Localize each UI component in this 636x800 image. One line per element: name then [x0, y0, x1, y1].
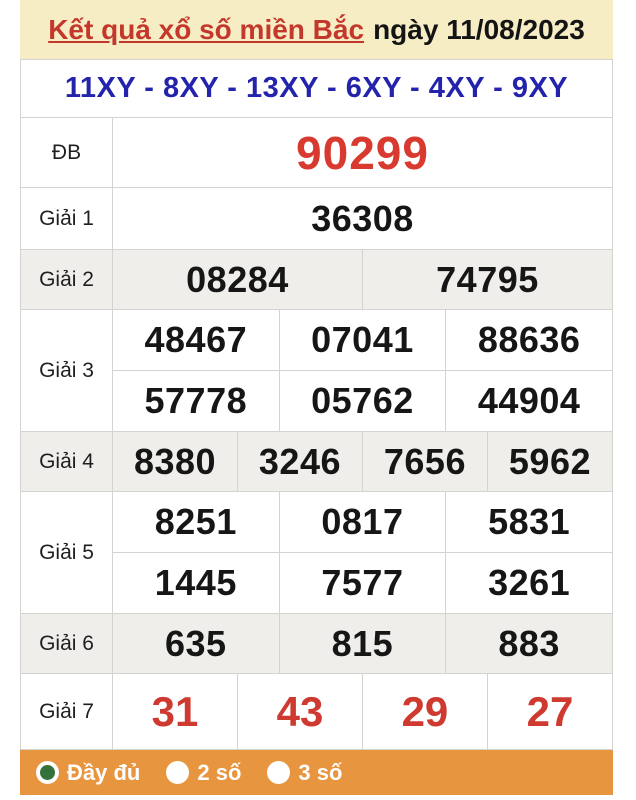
prize-number: 0817 [321, 501, 404, 542]
prize-number: 74795 [436, 258, 539, 300]
display-mode-bar: Đầy đủ 2 số 3 số [20, 750, 613, 795]
prize-number: 43 [276, 687, 324, 735]
prize-label-db: ĐB [20, 117, 113, 188]
table-row-summary: 11XY - 8XY - 13XY - 6XY - 4XY - 9XY [20, 59, 613, 118]
radio-label-3-digits: 3 số [298, 759, 343, 785]
prize-number: 08284 [186, 258, 289, 300]
radio-dot [40, 765, 55, 780]
prize-label-7: Giải 7 [20, 673, 113, 750]
prize-label-2: Giải 2 [20, 249, 113, 310]
radio-option-2-digits[interactable]: 2 số [166, 760, 241, 786]
radio-label-2-digits: 2 số [197, 759, 242, 785]
prize-number: 883 [498, 622, 560, 664]
radio-label-full: Đầy đủ [67, 759, 141, 785]
prize-label-3: Giải 3 [20, 309, 113, 432]
table-row-prize-6: Giải 6 635 815 883 [20, 613, 613, 674]
radio-unselected-icon[interactable] [267, 761, 291, 784]
prize-number: 05762 [311, 380, 414, 421]
prize-label-5: Giải 5 [20, 491, 113, 614]
prize-number: 27 [526, 687, 574, 735]
prize-number: 7577 [321, 562, 404, 603]
radio-option-full[interactable]: Đầy đủ [36, 760, 140, 786]
region-title-link[interactable]: Kết quả xổ số miền Bắc [48, 13, 365, 45]
table-row-prize-5a: Giải 5 8251 0817 5831 [20, 491, 613, 614]
prize-number: 31 [151, 687, 199, 735]
draw-date-text: ngày 11/08/2023 [373, 13, 585, 45]
prize-number: 3246 [258, 440, 341, 482]
prize-label-6: Giải 6 [20, 613, 113, 674]
special-prize-number: 90299 [296, 126, 429, 179]
prize-label-4: Giải 4 [20, 431, 113, 492]
table-row-prize-3a: Giải 3 48467 07041 88636 [20, 309, 613, 432]
prize-number: 29 [401, 687, 449, 735]
prize-number: 635 [165, 622, 227, 664]
prize-label-1: Giải 1 [20, 187, 113, 250]
radio-unselected-icon[interactable] [166, 761, 190, 784]
prize-number: 1445 [154, 562, 237, 603]
table-row-special-prize: ĐB 90299 [20, 117, 613, 188]
radio-selected-icon[interactable] [36, 761, 59, 784]
table-row-prize-3b: 57778 05762 44904 [21, 370, 613, 432]
page-header: Kết quả xổ số miền Bắc ngày 11/08/2023 [20, 0, 613, 59]
table-row-prize-1: Giải 1 36308 [20, 187, 613, 250]
prize-number: 44904 [477, 380, 581, 421]
prize-number: 5962 [508, 440, 591, 482]
prize-number: 3261 [488, 562, 571, 603]
radio-option-3-digits[interactable]: 3 số [267, 760, 342, 786]
prize-number: 7656 [383, 440, 466, 482]
prize-number: 8251 [154, 501, 237, 542]
prize-number: 88636 [477, 319, 581, 360]
table-row-prize-2: Giải 2 08284 74795 [20, 249, 614, 310]
prize-number: 48467 [144, 319, 248, 360]
prize-number: 36308 [311, 197, 414, 239]
results-table: 11XY - 8XY - 13XY - 6XY - 4XY - 9XY ĐB 9… [20, 59, 614, 750]
xy-summary-text: 11XY - 8XY - 13XY - 6XY - 4XY - 9XY [64, 72, 569, 104]
table-row-prize-7: Giải 7 31 43 29 27 [20, 673, 614, 750]
prize-number: 8380 [133, 440, 217, 482]
prize-number: 07041 [311, 319, 414, 360]
prize-number: 57778 [144, 380, 248, 421]
prize-number: 5831 [488, 501, 571, 542]
prize-number: 815 [331, 622, 394, 664]
table-row-prize-4: Giải 4 8380 3246 7656 5962 [20, 431, 614, 492]
